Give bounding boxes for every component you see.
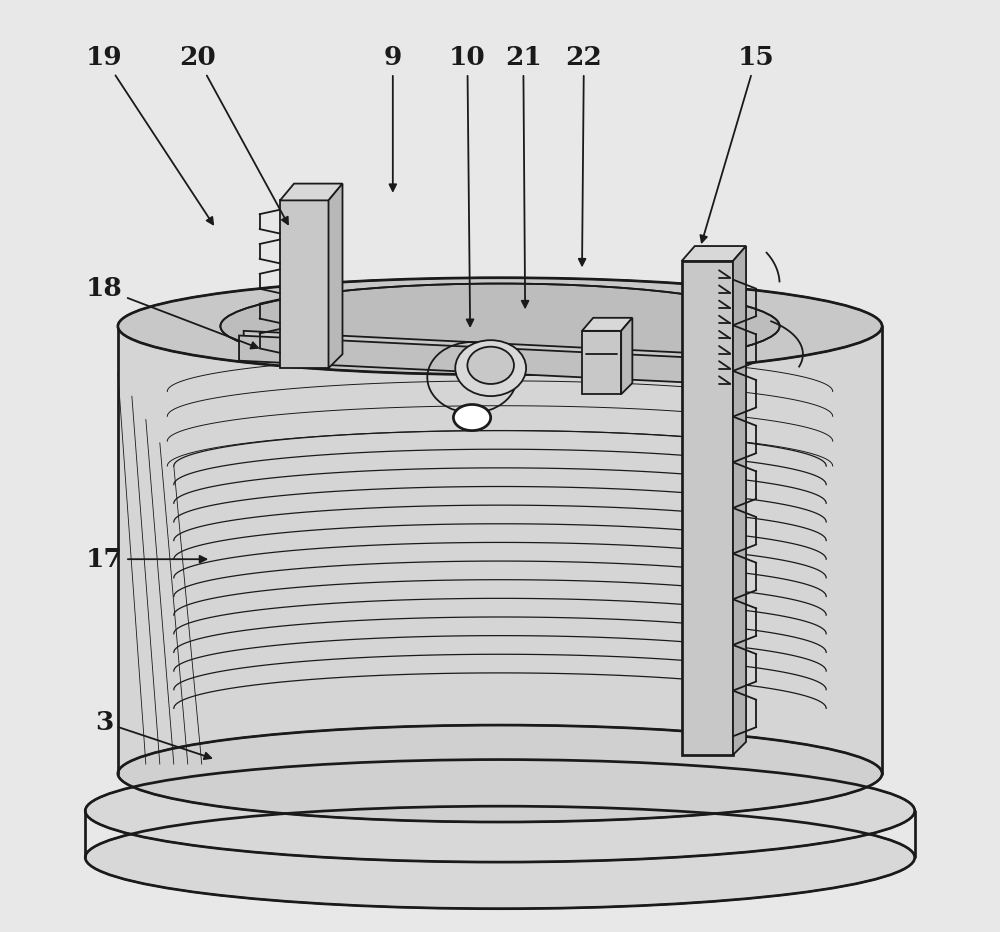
Text: 9: 9	[384, 46, 402, 191]
Polygon shape	[280, 184, 342, 200]
Text: 17: 17	[86, 547, 206, 571]
Text: 20: 20	[179, 46, 288, 224]
Polygon shape	[280, 200, 329, 368]
Polygon shape	[582, 318, 632, 331]
Ellipse shape	[467, 347, 514, 384]
Text: 15: 15	[700, 46, 775, 242]
Text: 3: 3	[95, 710, 211, 760]
Polygon shape	[253, 339, 724, 379]
Polygon shape	[329, 184, 342, 368]
Ellipse shape	[220, 283, 780, 369]
Polygon shape	[239, 336, 719, 384]
Ellipse shape	[118, 278, 882, 375]
Text: 19: 19	[86, 46, 213, 225]
Ellipse shape	[118, 725, 882, 822]
Ellipse shape	[453, 404, 491, 431]
Polygon shape	[682, 261, 733, 755]
Polygon shape	[682, 246, 746, 261]
Text: 21: 21	[505, 46, 542, 308]
Text: 22: 22	[566, 46, 602, 266]
Polygon shape	[118, 326, 882, 774]
Polygon shape	[621, 318, 632, 394]
Ellipse shape	[85, 806, 915, 909]
Polygon shape	[733, 246, 746, 755]
Ellipse shape	[85, 760, 915, 862]
Text: 18: 18	[86, 277, 258, 349]
Text: 10: 10	[449, 46, 486, 326]
Polygon shape	[582, 331, 621, 394]
Polygon shape	[244, 331, 714, 371]
Ellipse shape	[455, 340, 526, 396]
